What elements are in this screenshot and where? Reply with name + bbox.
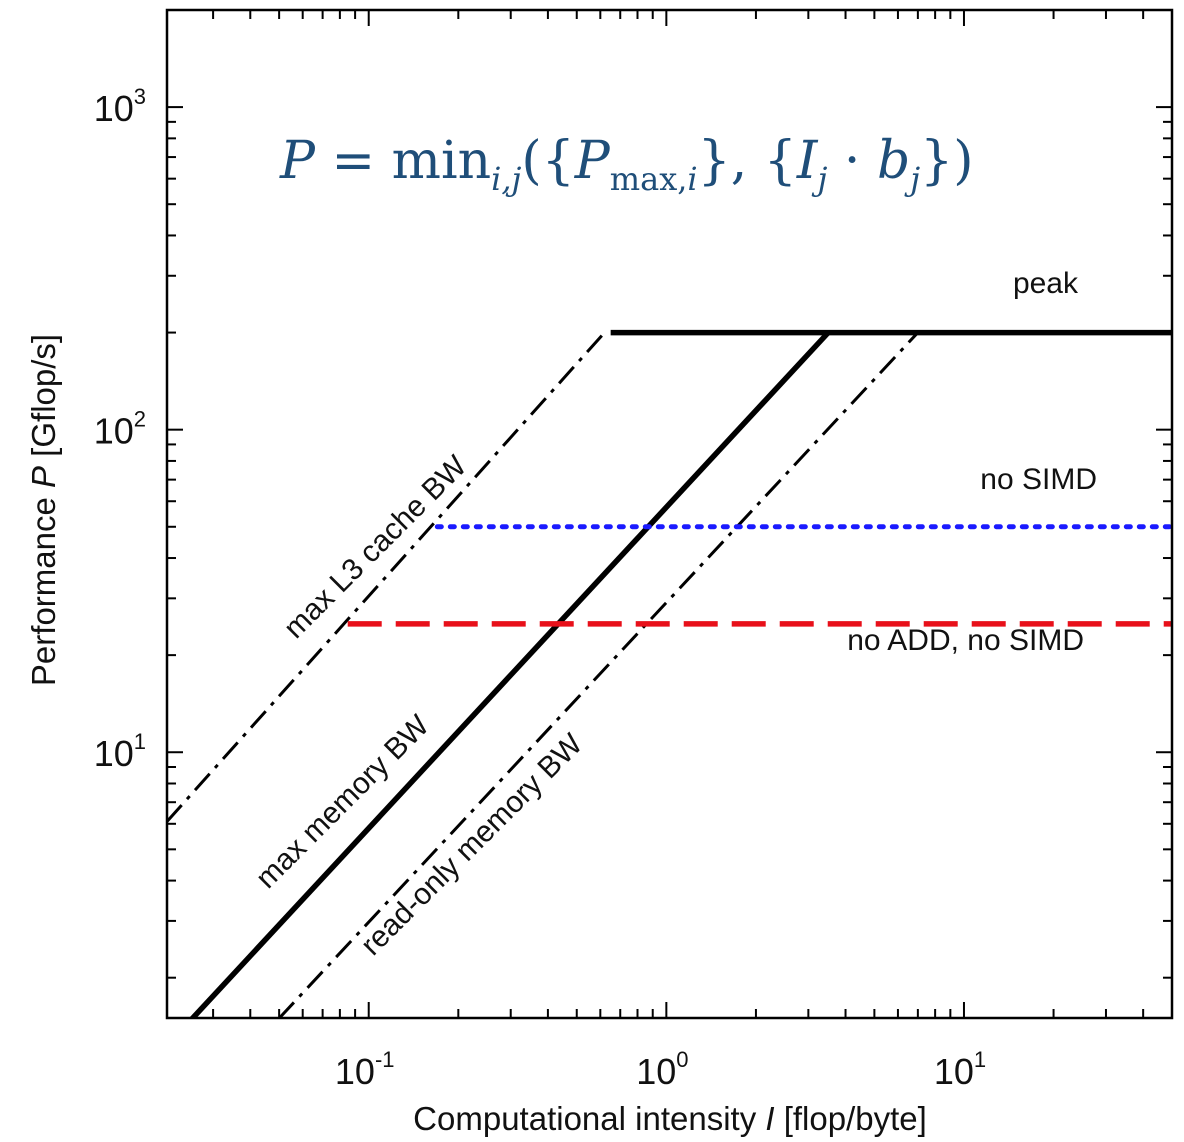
plot-frame	[165, 8, 1174, 1020]
series-lines	[167, 329, 1172, 1018]
max-memory-bw-label: max memory BW	[250, 708, 436, 894]
roofline-formula: P = mini,j({Pmax,i}, {Ij · bj})	[279, 131, 974, 198]
y-axis-title: Performance P [Gflop/s]	[25, 334, 62, 686]
no-simd-label: no SIMD	[980, 463, 1097, 496]
no-add-no-simd-label: no ADD, no SIMD	[847, 624, 1084, 657]
y-tick-label: 103	[94, 84, 146, 129]
series-line-max-memory-bw	[189, 330, 831, 1018]
x-tick-label: 100	[636, 1047, 688, 1092]
series-line-max-l3-cache-bw	[167, 331, 606, 823]
line-labels: peak no SIMD no ADD, no SIMD max L3 cach…	[250, 267, 1097, 962]
y-tick-label: 102	[94, 407, 146, 452]
x-axis-title: Computational intensity I [flop/byte]	[413, 1100, 927, 1137]
x-tick-label: 101	[934, 1047, 986, 1092]
tick-labels: 10-1 100 101 101 102 103	[94, 84, 986, 1092]
x-tick-label: 10-1	[335, 1047, 395, 1092]
y-tick-label: 101	[94, 729, 146, 774]
max-l3-cache-bw-label: max L3 cache BW	[278, 449, 474, 645]
peak-label: peak	[1013, 267, 1079, 300]
series-line-read-only-memory-bw	[277, 331, 919, 1018]
